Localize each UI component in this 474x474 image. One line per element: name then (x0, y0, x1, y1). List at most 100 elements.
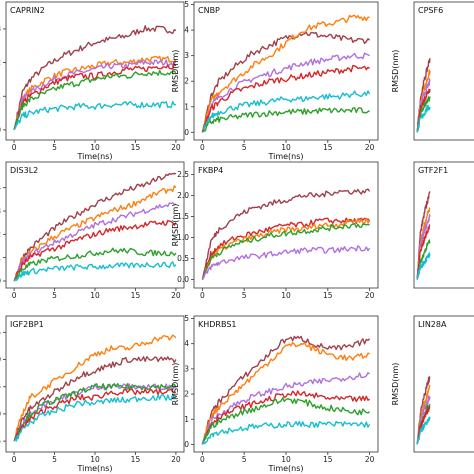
x-tick-label: 0 (12, 455, 17, 464)
series-line-5 (416, 104, 431, 133)
y-axis-label: RMSD(nm) (171, 363, 180, 406)
panel-title: KHDRBS1 (198, 320, 237, 329)
panel-0: CAPRIN2 0 5 10 15 20 0 1 2 3 Time(ns) (0, 1, 185, 161)
plot-frame (413, 161, 474, 289)
series-line-2 (13, 59, 177, 131)
series-line-3 (201, 223, 370, 280)
series-line-1 (201, 341, 370, 445)
y-tick-label: 4 (184, 339, 189, 348)
series-group (201, 14, 371, 133)
x-tick-label: 5 (52, 455, 57, 464)
y-tick-label: 2 (184, 77, 189, 86)
series-group (13, 334, 177, 442)
y-axis-label: RMSD(nm) (171, 50, 180, 93)
x-tick-label: 5 (242, 143, 247, 152)
x-tick-label: 5 (242, 291, 247, 300)
series-line-1 (13, 55, 177, 131)
series-line-0 (13, 334, 177, 442)
x-tick-label: 10 (281, 291, 291, 300)
x-axis-label: Time(ns) (76, 152, 112, 161)
series-group (13, 25, 177, 131)
panel-title: GTF2F1 (418, 166, 448, 175)
series-line-5 (416, 416, 431, 445)
series-line-2 (201, 372, 370, 445)
x-tick-label: 15 (323, 143, 333, 152)
x-tick-label: 15 (323, 455, 333, 464)
series-line-5 (13, 101, 176, 131)
x-tick-label: 10 (90, 143, 100, 152)
y-tick-label: 2.5 (177, 170, 189, 179)
y-tick-label: 1.5 (0, 382, 1, 391)
panel-3: DIS3L2 0 5 10 15 20 0 1 2 3 4 (0, 161, 185, 300)
x-tick-label: 0 (12, 143, 17, 152)
series-line-0 (201, 188, 371, 280)
y-tick-label: 1.5 (177, 212, 189, 221)
series-line-3 (13, 383, 177, 442)
y-axis-label: RMSD(nm) (391, 50, 400, 93)
y-tick-label: 0.0 (177, 275, 189, 284)
x-tick-label: 5 (52, 291, 57, 300)
series-line-1 (201, 14, 370, 133)
x-tick-label: 20 (171, 291, 181, 300)
series-line-4 (416, 406, 431, 445)
x-tick-label: 10 (90, 291, 100, 300)
y-tick-label: 1 (0, 92, 1, 101)
x-tick-label: 15 (323, 291, 333, 300)
series-line-0 (13, 25, 177, 131)
series-line-1 (13, 185, 177, 282)
series-line-4 (13, 247, 177, 282)
series-line-5 (416, 252, 431, 280)
series-group (416, 58, 431, 133)
y-tick-label: 1.0 (177, 233, 189, 242)
y-tick-label: 3 (0, 207, 1, 216)
x-tick-label: 20 (171, 455, 181, 464)
y-tick-label: 5 (184, 0, 189, 9)
y-tick-label: 3 (184, 51, 189, 60)
x-tick-label: 0 (12, 291, 17, 300)
y-tick-label: 3 (184, 364, 189, 373)
y-tick-label: 1 (184, 415, 189, 424)
series-line-4 (13, 69, 177, 131)
series-group (201, 188, 371, 280)
x-tick-label: 15 (131, 291, 141, 300)
panel-title: CNBP (198, 6, 220, 15)
series-group (416, 375, 431, 445)
series-line-2 (201, 217, 371, 280)
plot-frame (413, 315, 474, 453)
panel-title: DIS3L2 (10, 166, 38, 175)
series-line-5 (13, 393, 177, 442)
series-line-3 (201, 390, 370, 445)
panel-6: IGF2BP1 0 5 10 15 20 0.5 1.0 1.5 2.0 2.5 Time(ns) (0, 315, 185, 473)
y-tick-label: 5 (184, 314, 189, 323)
y-tick-label: 1 (184, 102, 189, 111)
x-axis-label: Time(ns) (267, 152, 303, 161)
series-line-3 (13, 219, 177, 282)
x-tick-label: 0 (200, 143, 205, 152)
x-tick-label: 10 (281, 455, 291, 464)
y-tick-label: 3 (0, 24, 1, 33)
y-tick-label: 2.0 (177, 191, 189, 200)
series-line-1 (201, 217, 371, 280)
panel-title: CPSF6 (418, 6, 443, 15)
panel-title: FKBP4 (198, 166, 223, 175)
series-line-3 (201, 64, 370, 133)
x-tick-label: 20 (365, 291, 375, 300)
panel-5: GTF2F1 (413, 161, 474, 289)
panel-title: IGF2BP1 (10, 320, 44, 329)
y-axis-label: RMSD(nm) (171, 204, 180, 247)
x-tick-label: 10 (90, 455, 100, 464)
y-tick-label: 4 (0, 183, 1, 192)
x-tick-label: 15 (131, 143, 141, 152)
y-tick-label: 2 (0, 230, 1, 239)
series-line-5 (13, 261, 177, 282)
x-tick-label: 15 (131, 455, 141, 464)
series-line-2 (13, 202, 177, 282)
plot-frame (5, 1, 185, 141)
series-group (416, 191, 431, 280)
series-line-5 (201, 107, 370, 133)
y-tick-label: 0 (184, 128, 189, 137)
panel-4: FKBP4 0 5 10 15 20 0.0 0.5 1.0 1.5 2.0 2.5 RMSD(nm) (171, 161, 379, 300)
